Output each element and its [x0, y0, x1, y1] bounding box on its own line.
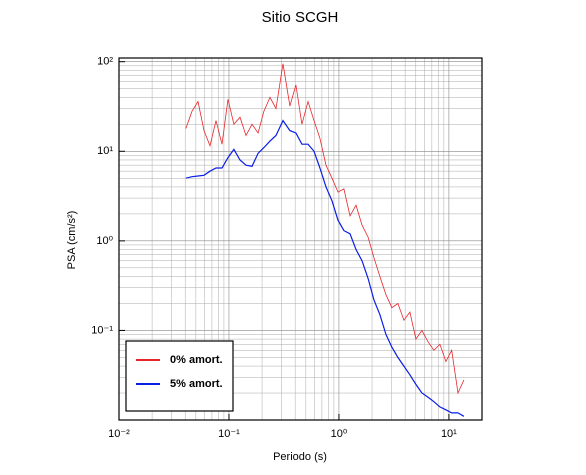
x-tick-label: 10⁻¹	[218, 428, 240, 440]
x-tick-label: 10⁰	[331, 428, 348, 440]
y-tick-label: 10¹	[97, 145, 113, 157]
y-tick-label: 10²	[97, 56, 113, 68]
legend-box	[125, 340, 234, 412]
series-line	[185, 119, 465, 417]
y-axis-label: PSA (cm/s²)	[66, 211, 78, 270]
chart-title: Sitio SCGH	[262, 9, 339, 26]
series-line	[185, 63, 465, 395]
y-tick-label: 10⁰	[96, 235, 113, 247]
legend-label: 0% amort.	[170, 354, 223, 366]
plot-frame	[118, 57, 483, 421]
x-tick-label: 10⁻²	[108, 428, 130, 440]
x-tick-label: 10¹	[441, 428, 457, 440]
legend-label: 5% amort.	[170, 378, 223, 390]
y-tick-label: 10⁻¹	[91, 324, 113, 336]
x-axis-label: Periodo (s)	[273, 451, 327, 463]
